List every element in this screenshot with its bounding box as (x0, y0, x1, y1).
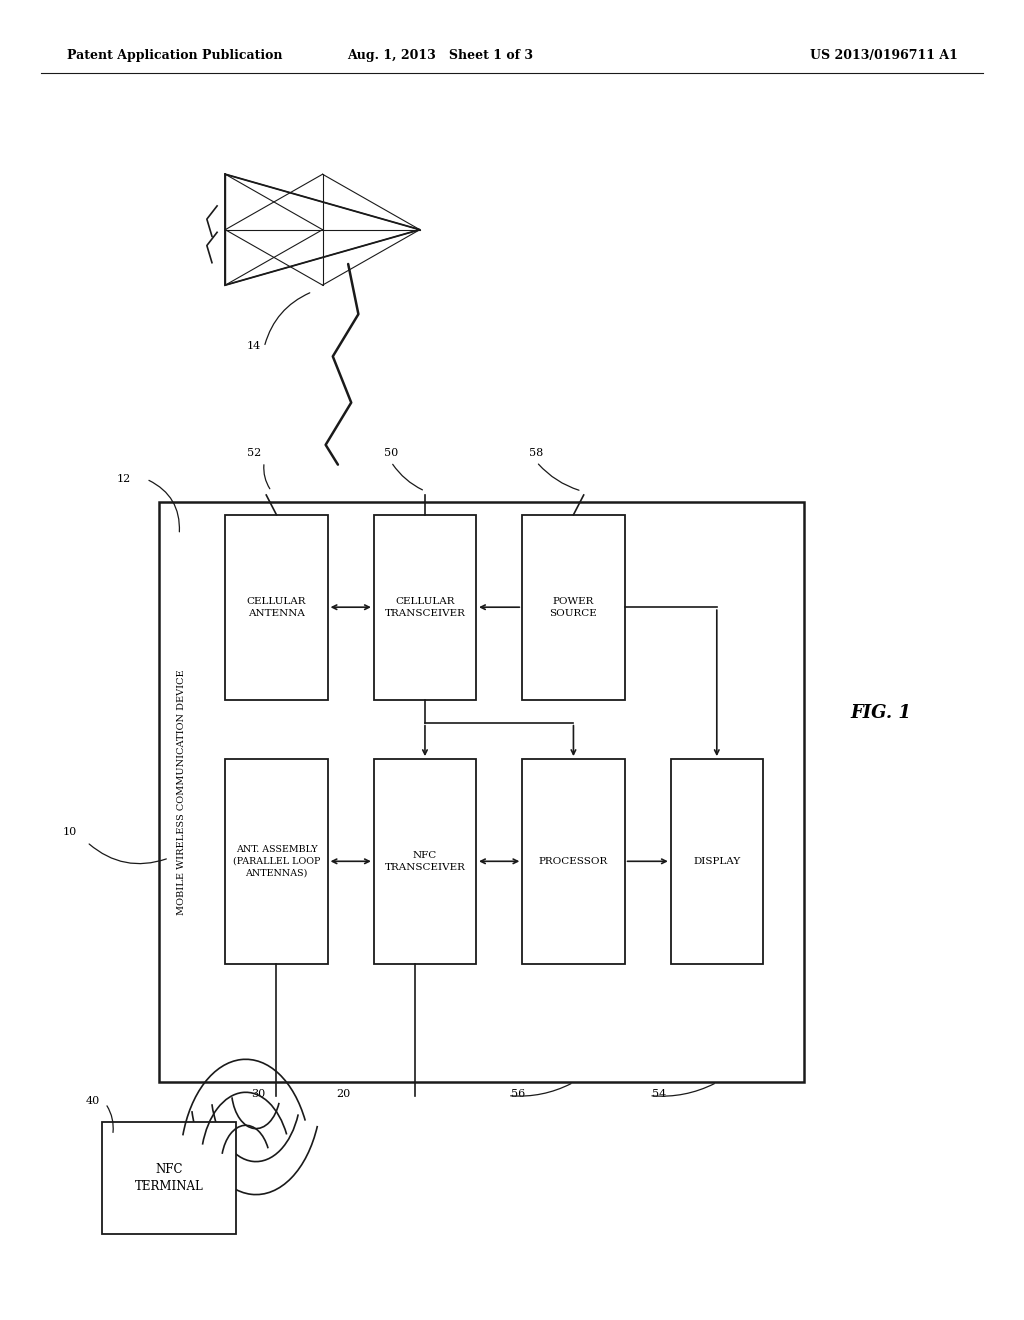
Text: POWER
SOURCE: POWER SOURCE (550, 597, 597, 618)
Text: Aug. 1, 2013   Sheet 1 of 3: Aug. 1, 2013 Sheet 1 of 3 (347, 49, 534, 62)
Bar (522, 515, 625, 700)
Text: 10: 10 (62, 826, 77, 837)
Bar (374, 515, 476, 700)
Text: 52: 52 (247, 447, 261, 458)
Text: 30: 30 (251, 1089, 265, 1100)
Text: PROCESSOR: PROCESSOR (539, 857, 608, 866)
Bar (671, 759, 763, 964)
Text: 14: 14 (247, 341, 261, 351)
Text: CELLULAR
ANTENNA: CELLULAR ANTENNA (247, 597, 306, 618)
Text: MOBILE WIRELESS COMMUNICATION DEVICE: MOBILE WIRELESS COMMUNICATION DEVICE (177, 669, 185, 915)
Bar (225, 515, 328, 700)
Text: Patent Application Publication: Patent Application Publication (67, 49, 282, 62)
Text: FIG. 1: FIG. 1 (850, 704, 911, 722)
Text: US 2013/0196711 A1: US 2013/0196711 A1 (810, 49, 957, 62)
Text: 20: 20 (336, 1089, 350, 1100)
Text: ANT. ASSEMBLY
(PARALLEL LOOP
ANTENNAS): ANT. ASSEMBLY (PARALLEL LOOP ANTENNAS) (232, 845, 321, 878)
Text: DISPLAY: DISPLAY (693, 857, 740, 866)
Text: 12: 12 (117, 474, 131, 484)
Bar (522, 759, 625, 964)
Text: NFC
TRANSCEIVER: NFC TRANSCEIVER (385, 851, 465, 871)
Text: 54: 54 (652, 1089, 667, 1100)
Text: CELLULAR
TRANSCEIVER: CELLULAR TRANSCEIVER (385, 597, 465, 618)
Text: 56: 56 (511, 1089, 525, 1100)
Bar (159, 502, 804, 1082)
Bar (102, 1122, 236, 1234)
Text: 50: 50 (384, 447, 398, 458)
Bar (374, 759, 476, 964)
Bar (225, 759, 328, 964)
Text: NFC
TERMINAL: NFC TERMINAL (134, 1163, 204, 1193)
Text: 58: 58 (529, 447, 544, 458)
Text: 40: 40 (86, 1096, 100, 1106)
